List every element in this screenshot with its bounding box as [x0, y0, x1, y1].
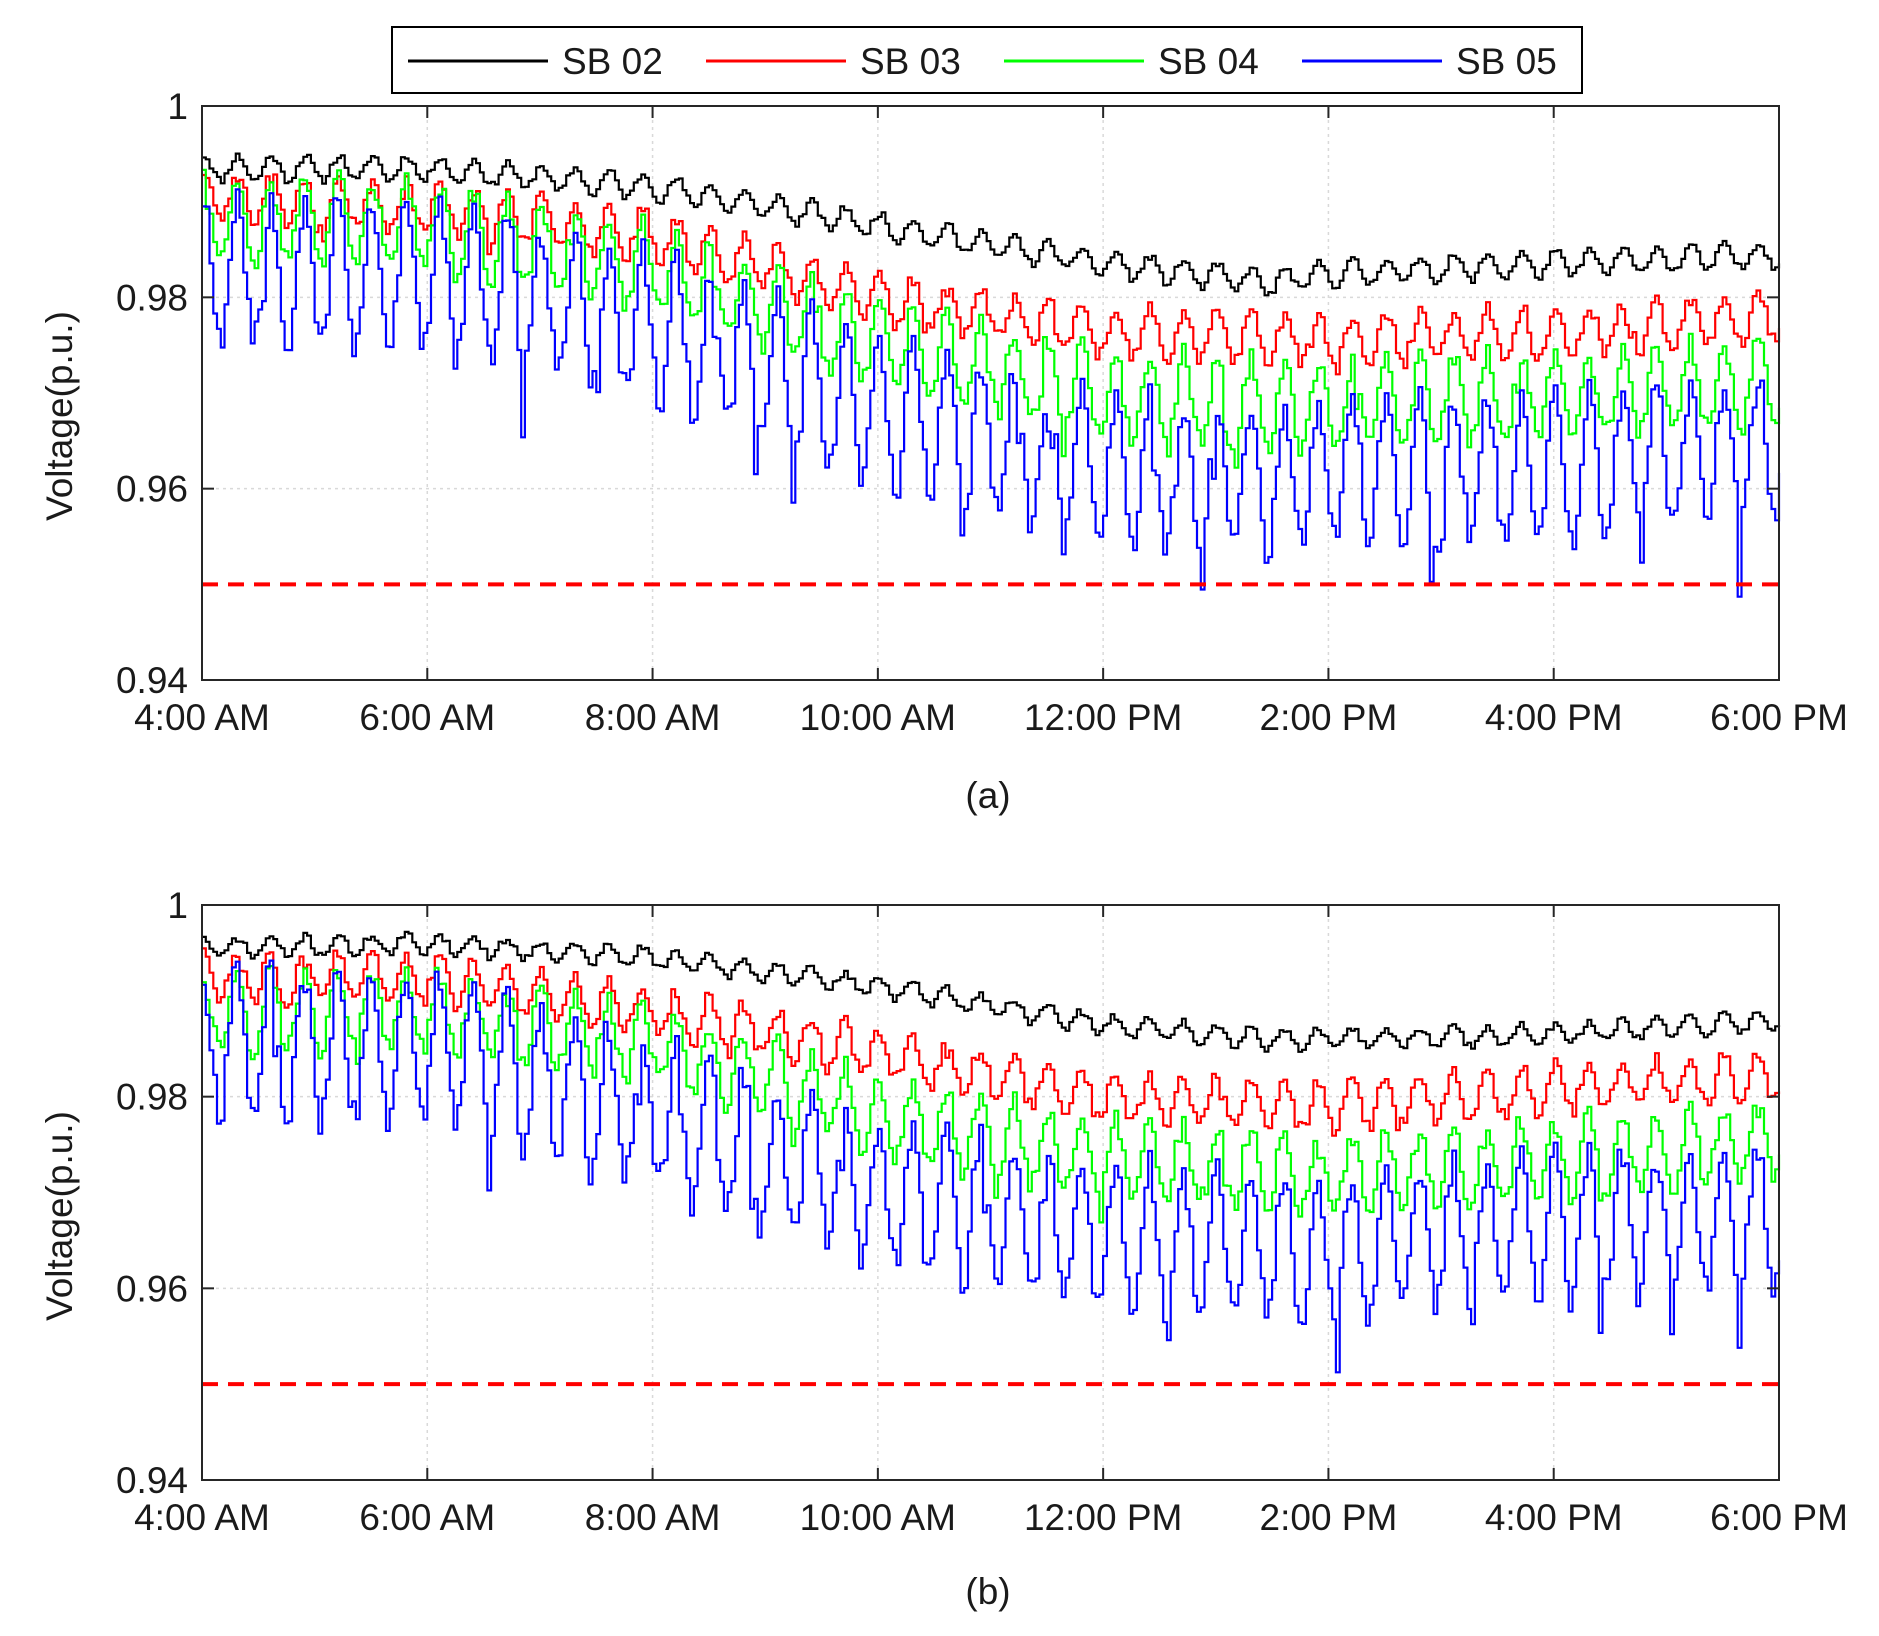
x-tick-label: 8:00 AM [585, 1497, 721, 1538]
panel-a: 4:00 AM 6:00 AM 8:00 AM 10:00 AM 12:00 PM 2:0… [39, 86, 1848, 816]
series-line-sb05 [202, 188, 1781, 598]
axes-frame-a [201, 105, 1780, 681]
panel-caption-b: (b) [965, 1571, 1010, 1612]
legend-label-sb04: SB 04 [1158, 41, 1259, 82]
ticks-b [201, 904, 1780, 1481]
series-line-sb04 [202, 168, 1781, 469]
series-line-sb02 [202, 152, 1781, 297]
legend-label-sb05: SB 05 [1456, 41, 1557, 82]
x-tick-label: 8:00 AM [585, 697, 721, 738]
y-tick-label: 1 [167, 885, 188, 926]
x-tick-label: 4:00 PM [1485, 697, 1623, 738]
x-tick-label: 12:00 PM [1024, 1497, 1182, 1538]
legend: SB 02 SB 03 SB 04 SB 05 [391, 26, 1583, 94]
series-line-sb03 [202, 947, 1781, 1137]
x-tick-label: 12:00 PM [1024, 697, 1182, 738]
x-tick-label: 6:00 PM [1710, 1497, 1848, 1538]
plot-area-a [202, 152, 1781, 598]
series-line-sb04 [202, 965, 1781, 1224]
panel-caption-a: (a) [965, 775, 1010, 816]
ticks-a [201, 105, 1780, 681]
x-tick-label: 2:00 PM [1260, 1497, 1398, 1538]
y-tick-label: 0.94 [116, 660, 188, 701]
y-tick-label: 0.96 [116, 469, 188, 510]
axes-frame-b [201, 904, 1780, 1481]
series-line-sb03 [202, 173, 1781, 376]
series-line-sb05 [202, 959, 1781, 1374]
y-axis-label-a: Voltage(p.u.) [39, 311, 80, 521]
x-tick-label: 2:00 PM [1260, 697, 1398, 738]
x-tick-label: 6:00 AM [359, 1497, 495, 1538]
y-tick-label: 0.96 [116, 1268, 188, 1309]
panel-b: 4:00 AM 6:00 AM 8:00 AM 10:00 AM 12:00 PM 2:0… [39, 885, 1848, 1612]
x-tick-label: 4:00 PM [1485, 1497, 1623, 1538]
series-line-sb02 [202, 930, 1781, 1053]
y-tick-label: 0.98 [116, 1077, 188, 1118]
y-axis-label-b: Voltage(p.u.) [39, 1111, 80, 1321]
x-tick-label: 10:00 AM [800, 1497, 956, 1538]
x-tick-label: 6:00 AM [359, 697, 495, 738]
x-tick-label: 10:00 AM [800, 697, 956, 738]
legend-label-sb03: SB 03 [860, 41, 961, 82]
x-tick-label: 4:00 AM [134, 1497, 270, 1538]
plot-area-b [202, 930, 1781, 1387]
grid-a [202, 106, 1779, 680]
y-tick-label: 1 [167, 86, 188, 127]
y-tick-label: 0.94 [116, 1460, 188, 1501]
tick-labels-a: 4:00 AM 6:00 AM 8:00 AM 10:00 AM 12:00 PM 2:0… [116, 86, 1848, 738]
x-tick-label: 6:00 PM [1710, 697, 1848, 738]
tick-labels-b: 4:00 AM 6:00 AM 8:00 AM 10:00 AM 12:00 PM 2:0… [116, 885, 1848, 1538]
y-tick-label: 0.98 [116, 277, 188, 318]
x-tick-label: 4:00 AM [134, 697, 270, 738]
legend-label-sb02: SB 02 [562, 41, 663, 82]
